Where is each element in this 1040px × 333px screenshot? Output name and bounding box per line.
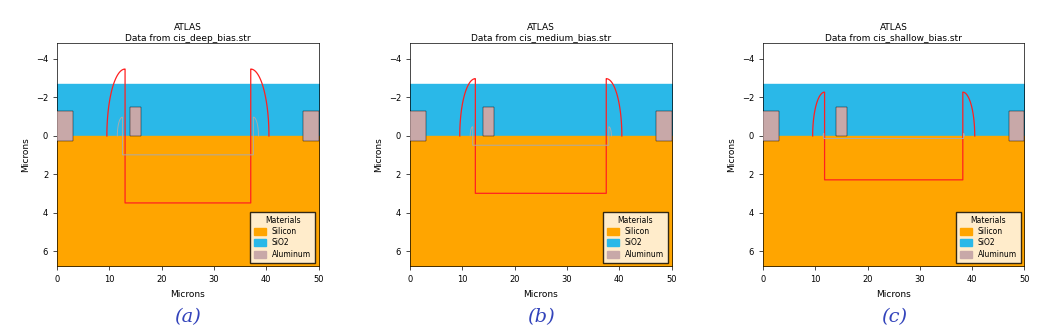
Y-axis label: Microns: Microns <box>727 138 736 172</box>
Bar <box>57 111 73 142</box>
Bar <box>303 111 318 142</box>
Bar <box>130 107 140 136</box>
Legend: Silicon, SiO2, Aluminum: Silicon, SiO2, Aluminum <box>603 212 668 263</box>
Bar <box>484 107 494 136</box>
Bar <box>130 107 140 136</box>
Bar <box>484 107 494 136</box>
Text: (a): (a) <box>175 308 202 326</box>
Bar <box>57 111 73 142</box>
Bar <box>1009 111 1024 142</box>
Bar <box>763 111 779 142</box>
Y-axis label: Microns: Microns <box>374 138 384 172</box>
X-axis label: Microns: Microns <box>171 290 205 299</box>
X-axis label: Microns: Microns <box>523 290 558 299</box>
Y-axis label: Microns: Microns <box>22 138 30 172</box>
Text: (b): (b) <box>527 308 554 326</box>
Legend: Silicon, SiO2, Aluminum: Silicon, SiO2, Aluminum <box>251 212 315 263</box>
Bar <box>1009 111 1024 142</box>
Text: (c): (c) <box>881 308 907 326</box>
Title: ATLAS
Data from cis_shallow_bias.str: ATLAS Data from cis_shallow_bias.str <box>826 23 962 43</box>
Title: ATLAS
Data from cis_deep_bias.str: ATLAS Data from cis_deep_bias.str <box>125 23 251 43</box>
Bar <box>836 107 847 136</box>
Bar <box>836 107 847 136</box>
X-axis label: Microns: Microns <box>877 290 911 299</box>
Bar <box>763 111 779 142</box>
Legend: Silicon, SiO2, Aluminum: Silicon, SiO2, Aluminum <box>956 212 1020 263</box>
Title: ATLAS
Data from cis_medium_bias.str: ATLAS Data from cis_medium_bias.str <box>471 23 610 43</box>
Bar <box>656 111 672 142</box>
Bar <box>410 111 425 142</box>
Bar <box>303 111 318 142</box>
Bar <box>410 111 425 142</box>
Bar <box>656 111 672 142</box>
